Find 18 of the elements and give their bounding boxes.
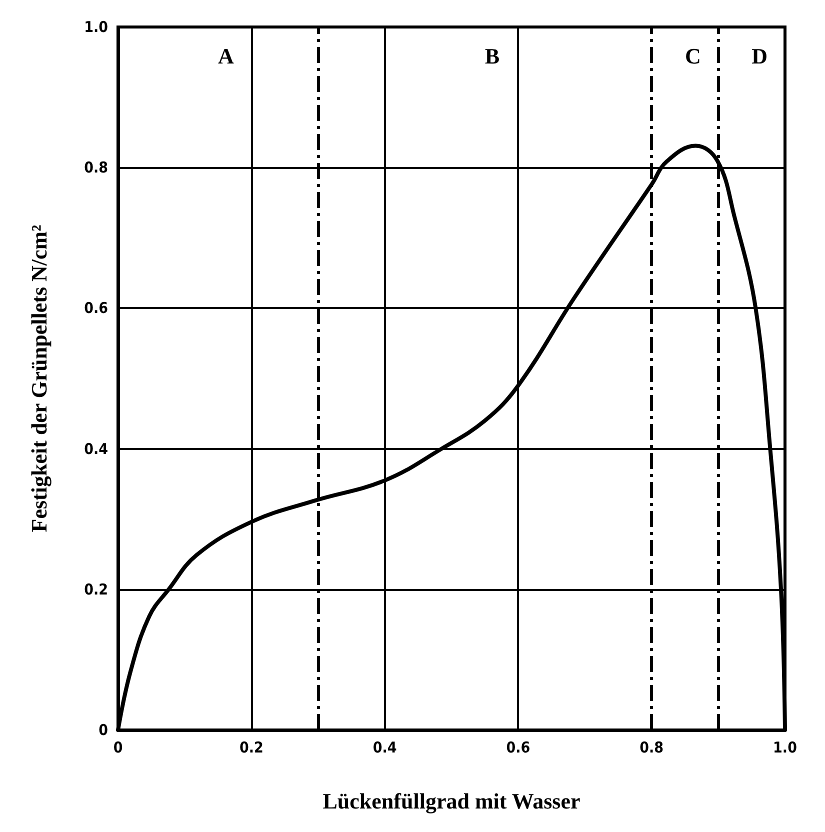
x-tick-label: 0.8: [640, 738, 664, 756]
y-tick-label: 1.0: [84, 18, 108, 36]
y-tick-label: 0.6: [84, 299, 108, 318]
y-tick-label: 0.8: [84, 158, 108, 177]
annotation: A: [218, 44, 234, 68]
annotation: D: [752, 44, 768, 68]
x-tick-label: 0.2: [239, 738, 264, 756]
y-axis-title: Festigkeit der Grünpellets N/cm²: [26, 224, 52, 532]
y-tick-label: 0: [98, 721, 108, 739]
x-axis-title: Lückenfüllgrad mit Wasser: [322, 788, 580, 814]
x-tick-label: 0.6: [506, 738, 530, 756]
x-tick-label: 0.4: [372, 738, 397, 756]
y-tick-label: 0.2: [84, 580, 108, 598]
annotation: B: [484, 44, 500, 68]
y-tick-label: 0.4: [84, 440, 108, 458]
x-tick-label: 0: [113, 738, 123, 756]
annotation: C: [684, 44, 701, 68]
x-tick-label: 1.0: [773, 738, 797, 756]
